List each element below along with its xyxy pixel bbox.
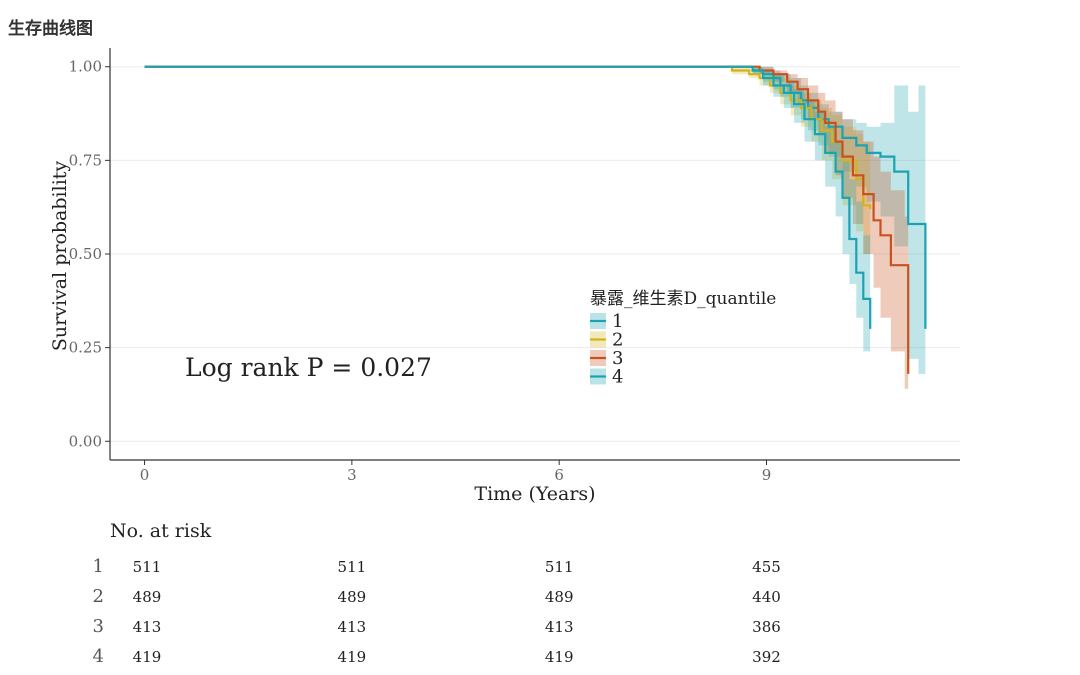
legend-label-3: 3 <box>612 348 623 369</box>
risk-table-stratum-3: 3 <box>93 616 104 637</box>
ci-band-4 <box>144 66 871 363</box>
risk-table-cell: 392 <box>752 648 781 666</box>
ci-band-3 <box>144 66 909 401</box>
survival-curve-1 <box>144 65 927 329</box>
x-axis-title: Time (Years) <box>474 483 595 505</box>
y-tick-label: 1.00 <box>69 58 102 76</box>
x-tick-label: 6 <box>554 466 564 484</box>
risk-table-stratum-2: 2 <box>93 586 104 607</box>
legend-label-4: 4 <box>612 367 623 388</box>
risk-table-cell: 419 <box>338 648 367 666</box>
x-tick-label: 9 <box>762 466 772 484</box>
risk-table-cell: 413 <box>545 618 574 636</box>
page-title: 生存曲线图 <box>8 19 93 39</box>
risk-table-cell: 511 <box>545 558 574 576</box>
risk-table-stratum-4: 4 <box>93 646 104 667</box>
risk-table-cell: 413 <box>338 618 367 636</box>
legend-label-1: 1 <box>612 311 623 332</box>
x-tick-label: 3 <box>347 466 357 484</box>
risk-table-cell: 419 <box>545 648 574 666</box>
risk-table-title: No. at risk <box>110 520 212 542</box>
y-tick-label: 0.25 <box>69 339 102 357</box>
y-tick-label: 0.00 <box>69 432 102 450</box>
y-axis-title: Survival probability <box>49 161 71 352</box>
risk-table-cell: 511 <box>338 558 367 576</box>
risk-table-cell: 440 <box>752 588 781 606</box>
survival-curve-3 <box>144 65 910 374</box>
risk-table-cell: 455 <box>752 558 781 576</box>
risk-table-stratum-1: 1 <box>93 556 104 577</box>
risk-table-cell: 419 <box>133 648 162 666</box>
risk-table-cell: 489 <box>338 588 367 606</box>
risk-table-cell: 511 <box>133 558 162 576</box>
log-rank-annotation: Log rank P = 0.027 <box>185 353 432 382</box>
survival-curve-4 <box>144 65 872 329</box>
risk-table-cell: 386 <box>752 618 781 636</box>
legend-title: 暴露_维生素D_quantile <box>590 289 776 309</box>
ci-band-2 <box>144 66 871 262</box>
y-tick-label: 0.50 <box>69 245 102 263</box>
survival-curve-2 <box>144 65 872 210</box>
x-tick-label: 0 <box>140 466 150 484</box>
risk-table-cell: 489 <box>545 588 574 606</box>
y-tick-label: 0.75 <box>69 151 102 169</box>
legend-label-2: 2 <box>612 330 623 351</box>
risk-table-cell: 489 <box>133 588 162 606</box>
risk-table-cell: 413 <box>133 618 162 636</box>
